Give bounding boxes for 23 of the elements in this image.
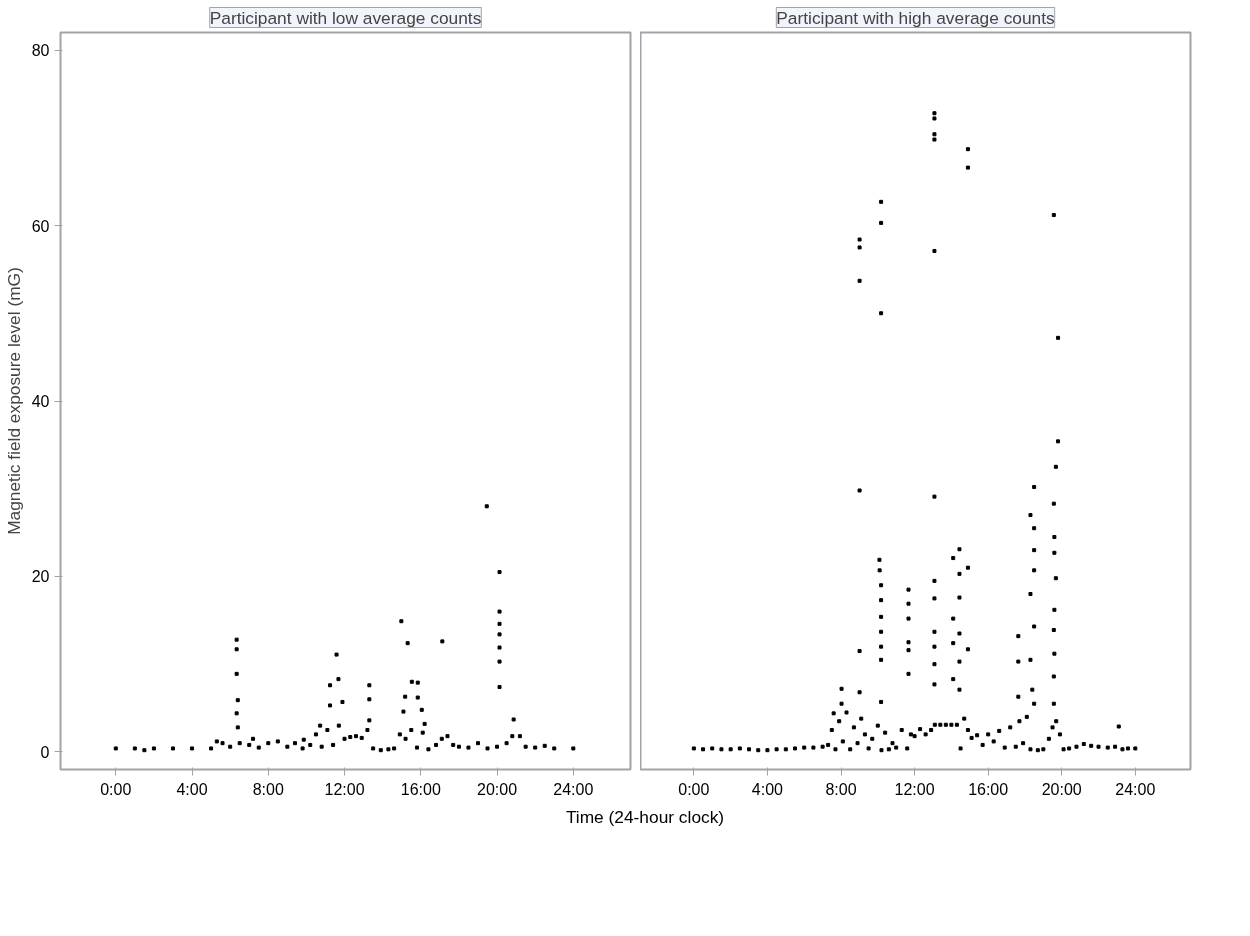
x-tick-label: 20:00 <box>1041 780 1082 798</box>
y-tick-label: 80 <box>31 42 50 60</box>
chart-title: Participant with high average counts <box>776 7 1056 28</box>
x-tick-label: 8:00 <box>825 780 857 798</box>
y-tick-label: 0 <box>40 743 50 761</box>
y-axis-title: Magnetic field exposure level (mG) <box>3 267 24 535</box>
x-axis-title: Time (24-hour clock) <box>565 806 725 829</box>
x-tick-label: 0:00 <box>678 780 710 798</box>
x-tick-label: 0:00 <box>100 780 132 798</box>
y-tick-label: 20 <box>31 568 50 586</box>
chart-title: Participant with low average counts <box>209 7 482 28</box>
x-tick-label: 12:00 <box>324 780 365 798</box>
x-tick-label: 24:00 <box>1115 780 1156 798</box>
x-tick-label: 4:00 <box>751 780 784 798</box>
x-tick-label: 16:00 <box>400 780 441 798</box>
x-tick-label: 20:00 <box>477 780 518 798</box>
x-tick-label: 8:00 <box>252 780 284 798</box>
x-tick-label: 12:00 <box>894 780 935 798</box>
y-tick-label: 60 <box>31 217 50 235</box>
x-tick-label: 16:00 <box>968 780 1009 798</box>
y-tick-label: 40 <box>31 393 50 410</box>
x-tick-label: 24:00 <box>553 780 594 798</box>
x-tick-label: 4:00 <box>176 780 208 798</box>
